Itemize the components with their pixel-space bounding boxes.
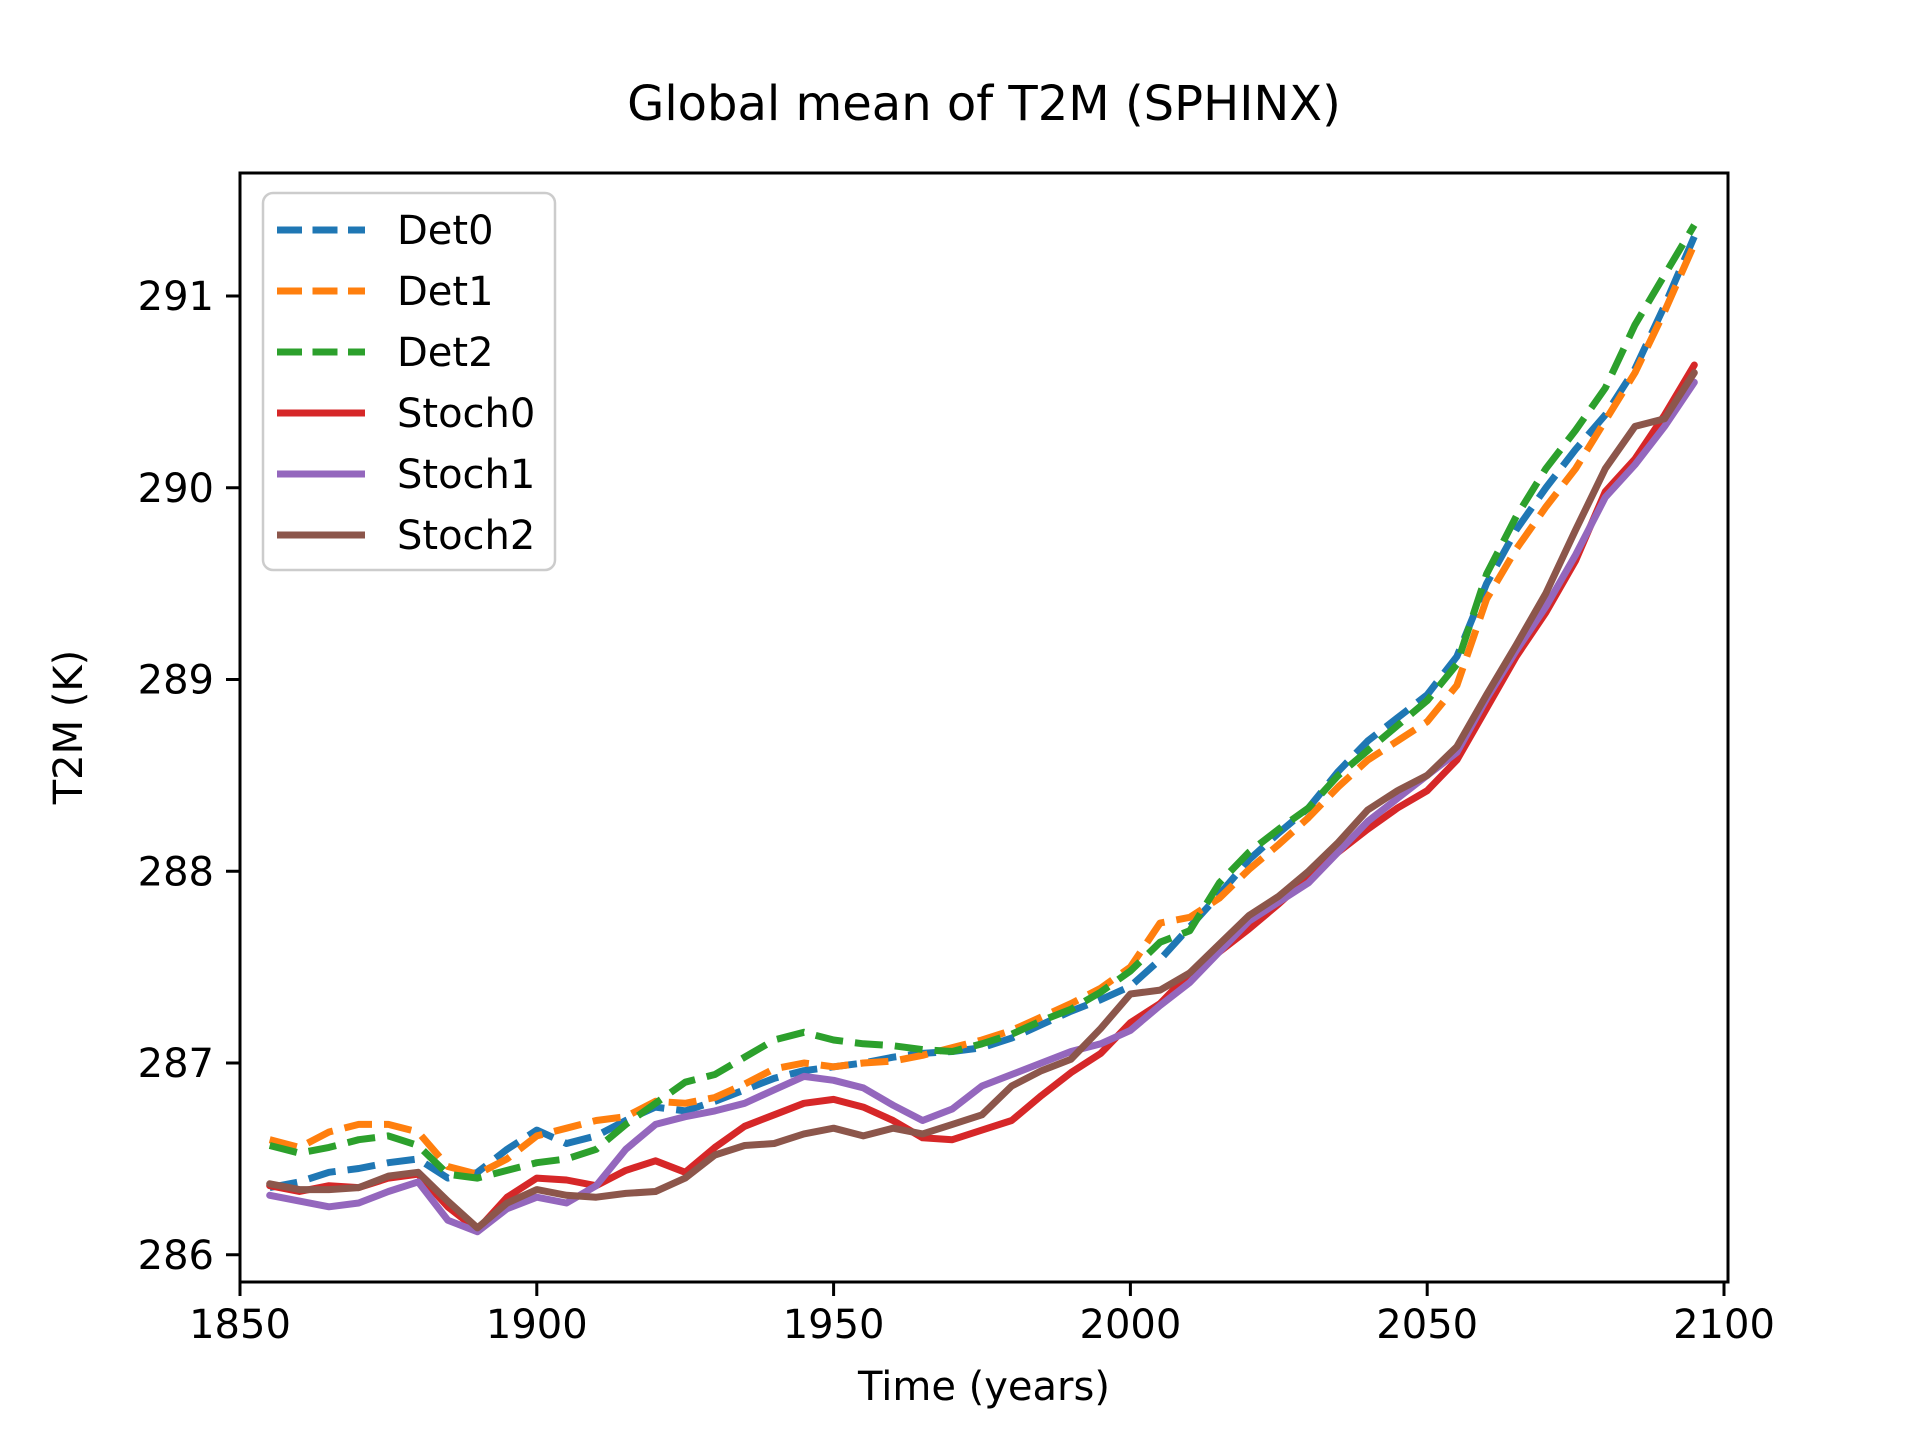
x-axis-label: Time (years): [857, 1364, 1110, 1410]
x-tick-label: 1900: [486, 1302, 588, 1348]
series-group: [266, 223, 1698, 1236]
x-tick-label: 2000: [1080, 1302, 1182, 1348]
legend-label-det1: Det1: [397, 269, 494, 315]
series-line-stoch2: [266, 369, 1698, 1232]
legend-label-stoch0: Stoch0: [397, 391, 535, 437]
y-tick-label: 291: [138, 274, 214, 320]
y-tick-label: 288: [138, 849, 214, 895]
y-tick-label: 289: [138, 658, 214, 704]
y-axis-label: T2M (K): [46, 650, 92, 806]
series-line-det1: [268, 242, 1698, 1178]
legend-label-det0: Det0: [397, 208, 494, 254]
series-line-det0: [269, 235, 1698, 1192]
y-tick-label: 287: [138, 1041, 214, 1087]
x-tick-label: 2050: [1376, 1302, 1478, 1348]
legend-label-det2: Det2: [397, 330, 494, 376]
y-tick-label: 290: [138, 466, 214, 512]
axes-spines: [238, 171, 1730, 1284]
x-tick-label: 1950: [783, 1302, 885, 1348]
y-tick-label: 286: [138, 1233, 214, 1279]
legend: Det0 Det1 Det2 Stoch0 Stoch1 Stoch2: [261, 191, 557, 572]
series-line-stoch0: [266, 361, 1698, 1234]
chart-title: Global mean of T2M (SPHINX): [627, 76, 1341, 132]
series-line-stoch1: [266, 378, 1698, 1236]
x-tick-label: 1850: [189, 1302, 291, 1348]
series-line-det2: [268, 223, 1698, 1182]
legend-label-stoch1: Stoch1: [397, 452, 535, 498]
legend-label-stoch2: Stoch2: [397, 513, 535, 559]
tick-group: 1850 1900 1950 2000 2050 2100 286 287 288 289 290 2…: [138, 274, 1775, 1348]
x-tick-label: 2100: [1673, 1302, 1775, 1348]
